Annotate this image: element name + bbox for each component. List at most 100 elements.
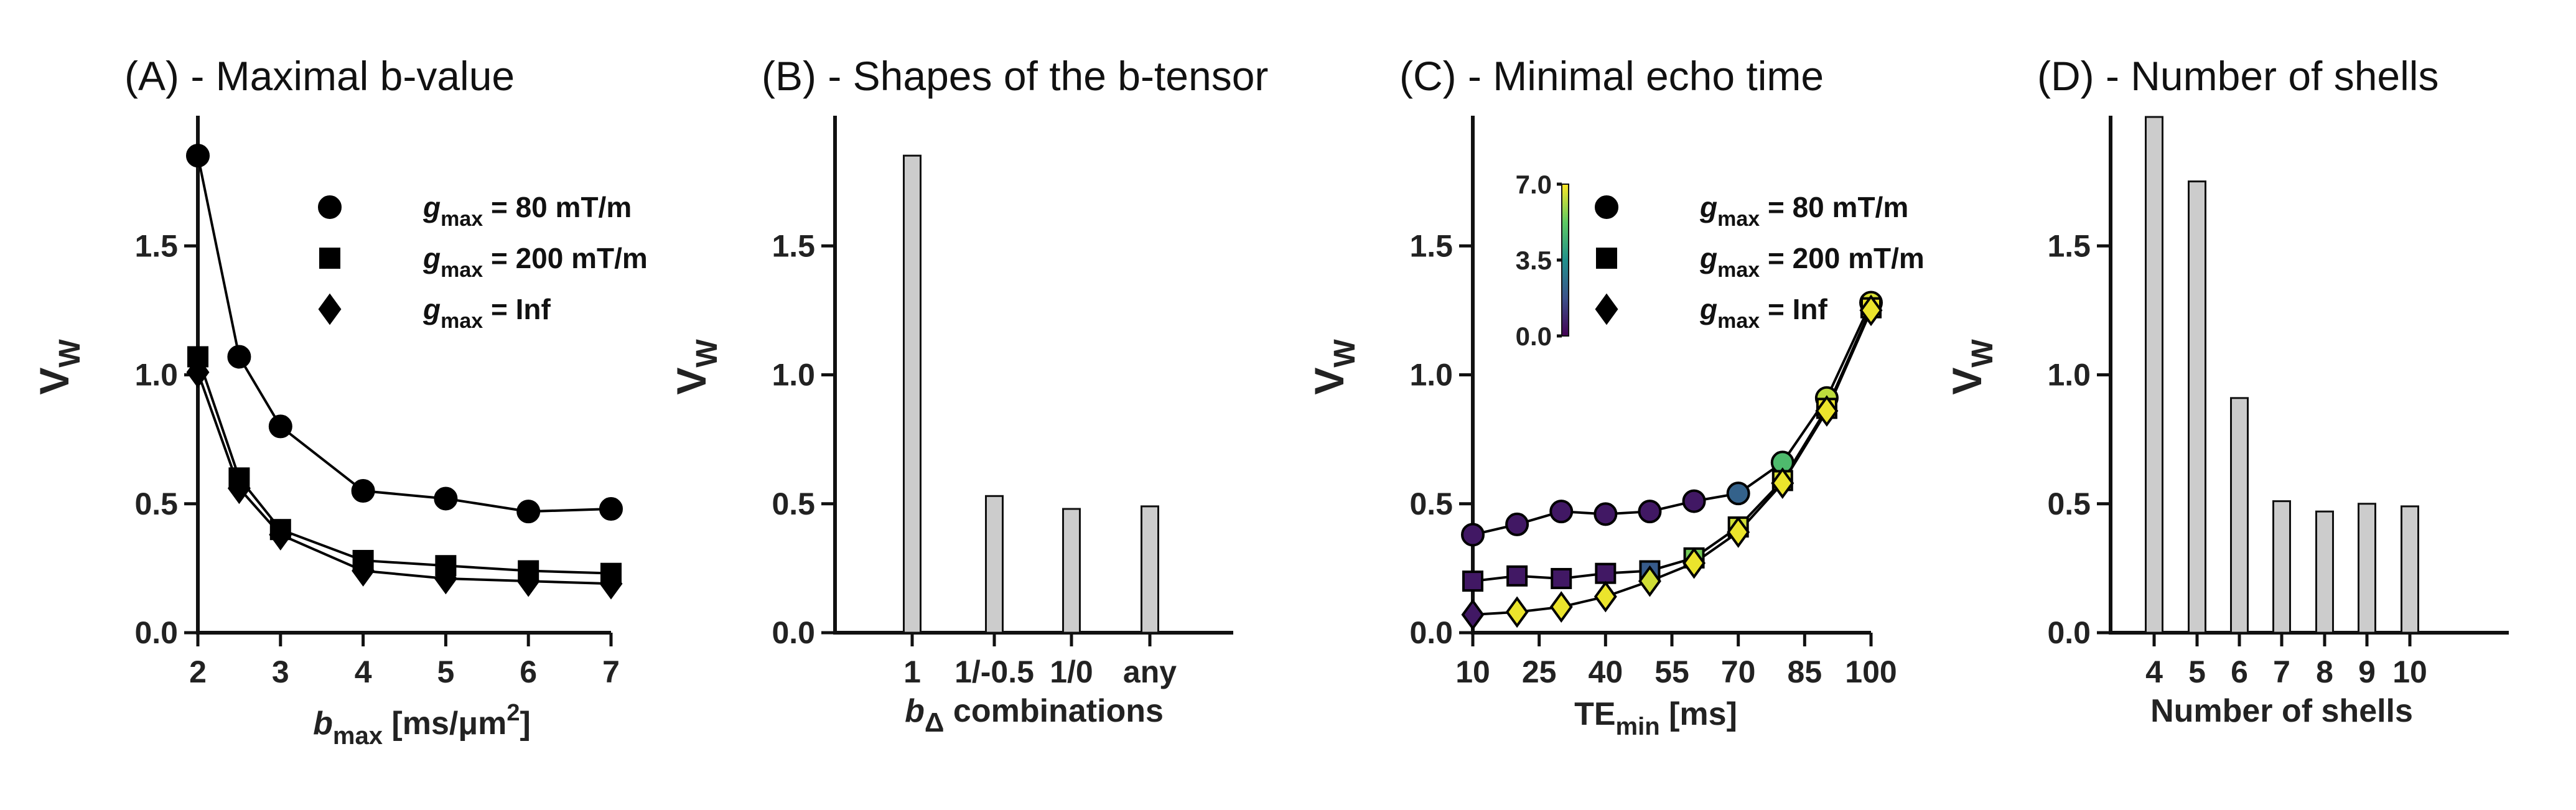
y-tick-label: 1.0 bbox=[772, 358, 815, 393]
panel-d: (D) - Number of shells 0.0 0.5 1.0 1.5 VW 4 5 6 7… bbox=[1944, 53, 2509, 729]
x-tick-label: 6 bbox=[520, 654, 537, 689]
data-point bbox=[1859, 294, 1883, 327]
y-tick-label: 0.5 bbox=[2047, 486, 2091, 521]
bar bbox=[985, 495, 1004, 634]
series-line bbox=[197, 371, 612, 585]
legend-label: gmax = 200 mT/m bbox=[422, 242, 648, 282]
x-tick-label: 10 bbox=[1455, 654, 1490, 689]
series-line bbox=[1472, 307, 1872, 583]
bar bbox=[2188, 180, 2206, 634]
x-axis-label: bΔ combinations bbox=[905, 693, 1164, 738]
y-tick-label: 0.0 bbox=[2047, 615, 2091, 650]
x-tick-label: 10 bbox=[2392, 654, 2427, 689]
bar bbox=[1141, 505, 1159, 634]
y-axis-label: VW bbox=[1306, 339, 1361, 395]
colorbar-tick-label: 3.5 bbox=[1516, 246, 1552, 275]
bar bbox=[1062, 508, 1081, 634]
x-tick-label: 4 bbox=[355, 654, 372, 689]
legend: gmax = 80 mT/m gmax = 200 mT/m gmax = Inf bbox=[1595, 191, 1925, 333]
data-point bbox=[1771, 467, 1794, 499]
y-tick-label: 0.5 bbox=[1409, 486, 1453, 521]
x-tick-label: 7 bbox=[2273, 654, 2290, 689]
data-point bbox=[599, 567, 623, 600]
data-point bbox=[1594, 502, 1618, 526]
x-tick-label: 8 bbox=[2316, 654, 2333, 689]
data-point bbox=[599, 497, 623, 521]
data-point bbox=[352, 555, 375, 587]
x-tick-label: 7 bbox=[602, 654, 620, 689]
x-tick-label: 55 bbox=[1654, 654, 1689, 689]
x-tick-label: 85 bbox=[1788, 654, 1822, 689]
data-point bbox=[1682, 489, 1706, 513]
x-tick-label: 6 bbox=[2231, 654, 2248, 689]
data-point bbox=[516, 500, 541, 524]
data-point bbox=[1461, 523, 1485, 547]
data-point bbox=[1551, 567, 1572, 589]
colorbar-tick-label: 7.0 bbox=[1516, 170, 1552, 199]
x-tick-label: 70 bbox=[1721, 654, 1756, 689]
x-tick-label: 4 bbox=[2145, 654, 2163, 689]
y-axis-label: VW bbox=[668, 339, 724, 395]
panel-a: (A) - Maximal b-value 0.0 0.5 1.0 1.5 VW 2 3 4 5 6… bbox=[31, 53, 648, 750]
x-tick-label: 3 bbox=[272, 654, 289, 689]
x-tick-label: any bbox=[1123, 654, 1177, 689]
bar bbox=[2272, 500, 2291, 634]
x-axis-label: TEmin [ms] bbox=[1574, 696, 1737, 740]
series-line bbox=[1472, 310, 1872, 616]
y-tick-label: 0.0 bbox=[772, 615, 815, 650]
panel-c: (C) - Minimal echo time 0.0 0.5 1.0 1.5 VW 10 2… bbox=[1306, 53, 1925, 740]
data-point bbox=[227, 345, 251, 369]
bar bbox=[2145, 116, 2163, 634]
bar bbox=[2358, 503, 2376, 634]
x-axis-label: Number of shells bbox=[2150, 693, 2413, 729]
panel-b: (B) - Shapes of the b-tensor 0.0 0.5 1.0 1.5… bbox=[668, 53, 1268, 738]
y-tick-label: 1.0 bbox=[2047, 358, 2091, 393]
legend-marker bbox=[318, 195, 342, 219]
data-point bbox=[1638, 565, 1661, 597]
data-point bbox=[186, 144, 210, 168]
legend-label: gmax = Inf bbox=[1699, 293, 1827, 333]
data-point bbox=[1549, 500, 1574, 524]
data-point bbox=[1682, 547, 1706, 579]
data-point bbox=[1815, 395, 1839, 427]
colorbar bbox=[1561, 184, 1569, 337]
x-tick-label: 40 bbox=[1589, 654, 1623, 689]
legend-marker bbox=[1595, 195, 1618, 219]
data-point bbox=[1505, 596, 1529, 628]
bar bbox=[2315, 510, 2334, 634]
legend-label: gmax = Inf bbox=[422, 293, 551, 333]
data-point bbox=[268, 414, 292, 439]
x-axis-label: bmax [ms/μm2] bbox=[313, 700, 531, 750]
x-tick-label: 9 bbox=[2358, 654, 2376, 689]
legend: gmax = 80 mT/m gmax = 200 mT/m gmax = Inf bbox=[318, 191, 648, 333]
series-line bbox=[1472, 302, 1872, 536]
x-tick-label: 100 bbox=[1845, 654, 1897, 689]
y-tick-label: 0.5 bbox=[772, 486, 815, 521]
x-tick-label: 1/0 bbox=[1050, 654, 1093, 689]
y-axis-label: VW bbox=[1944, 339, 1999, 395]
data-point bbox=[516, 565, 540, 597]
y-tick-label: 0.5 bbox=[134, 486, 178, 521]
data-point bbox=[227, 472, 251, 505]
y-tick-label: 1.0 bbox=[1409, 358, 1453, 393]
chart-title: (D) - Number of shells bbox=[2037, 53, 2438, 99]
y-tick-label: 0.0 bbox=[134, 615, 178, 650]
y-tick-label: 1.5 bbox=[134, 228, 178, 263]
y-axis-label: VW bbox=[31, 339, 86, 395]
data-point bbox=[1727, 516, 1750, 548]
data-point bbox=[434, 486, 458, 511]
y-tick-label: 1.0 bbox=[134, 358, 178, 393]
y-tick-label: 1.5 bbox=[2047, 228, 2091, 263]
x-tick-label: 25 bbox=[1522, 654, 1557, 689]
data-point bbox=[1549, 591, 1573, 623]
legend-marker bbox=[1596, 248, 1617, 269]
x-tick-label: 1/-0.5 bbox=[954, 654, 1034, 689]
data-point bbox=[351, 479, 375, 503]
chart-title: (B) - Shapes of the b-tensor bbox=[762, 53, 1268, 99]
bar bbox=[903, 154, 922, 634]
data-point bbox=[1505, 512, 1529, 536]
legend-marker bbox=[318, 293, 342, 325]
data-point bbox=[1506, 565, 1528, 587]
x-tick-label: 1 bbox=[903, 654, 921, 689]
